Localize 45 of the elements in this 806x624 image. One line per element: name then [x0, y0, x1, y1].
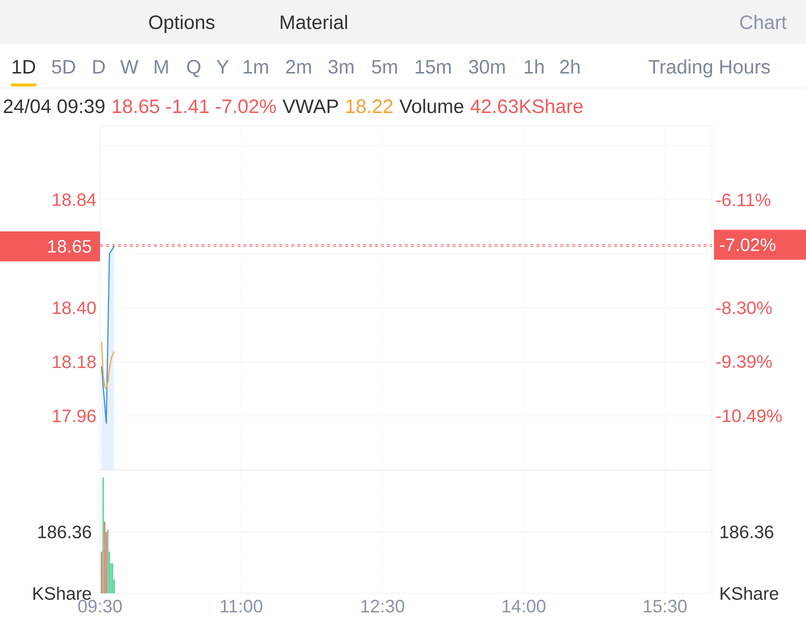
text: VWAP — [282, 100, 338, 113]
y2-tick-label: -9.39% — [716, 355, 772, 368]
text: Trading Hours — [648, 59, 770, 78]
text: 15m — [416, 60, 451, 74]
ref-line-label: -7.02% — [720, 238, 776, 252]
y2-tick-label: -6.11% — [716, 194, 770, 206]
text: D — [93, 60, 105, 74]
text: 42.63KShare — [470, 98, 583, 114]
ref-line-label: 18.65 — [48, 240, 92, 253]
line-series — [101, 342, 115, 390]
x-tick-label: 12:30 — [361, 600, 404, 612]
text: 18.22 — [346, 99, 392, 114]
text: 18.65 -1.41 -7.02% — [112, 99, 276, 114]
x-tick-label: 11:00 — [220, 600, 262, 612]
y-axis-title: KShare — [33, 586, 91, 600]
text: 2h — [560, 59, 580, 74]
text: 1h — [524, 59, 544, 74]
text: W — [120, 60, 138, 74]
text: Chart — [740, 14, 787, 30]
text: 186.36 — [38, 526, 92, 538]
y2-tick-label: -8.30% — [716, 301, 772, 314]
text: Options — [149, 14, 214, 34]
x-tick-label: 15:30 — [644, 600, 687, 612]
y2-tick-label: -10.49% — [716, 409, 782, 422]
text: Q — [187, 60, 200, 78]
text: 2m — [286, 60, 311, 74]
text: 3m — [328, 60, 354, 74]
text: 30m — [468, 60, 505, 74]
y-tick-label: 18.18 — [52, 356, 96, 368]
text: 5D — [52, 60, 76, 74]
text: Material — [280, 14, 347, 30]
text: M — [154, 60, 168, 74]
y-tick-label: 18.40 — [52, 301, 96, 314]
text: 186.36 — [720, 526, 774, 538]
text: 5m — [372, 60, 397, 74]
text: Volume — [399, 98, 464, 114]
x-tick-label: 09:30 — [78, 600, 122, 612]
y-tick-label: 17.96 — [52, 410, 96, 422]
text: 24/04 09:39 — [4, 98, 104, 114]
x-tick-label: 14:00 — [502, 600, 546, 612]
text: 1D — [12, 60, 36, 74]
text: Y — [216, 60, 229, 74]
y-tick-label: 18.84 — [52, 193, 96, 206]
y2-axis-title: KShare — [720, 586, 778, 600]
text: 1m — [244, 60, 268, 74]
